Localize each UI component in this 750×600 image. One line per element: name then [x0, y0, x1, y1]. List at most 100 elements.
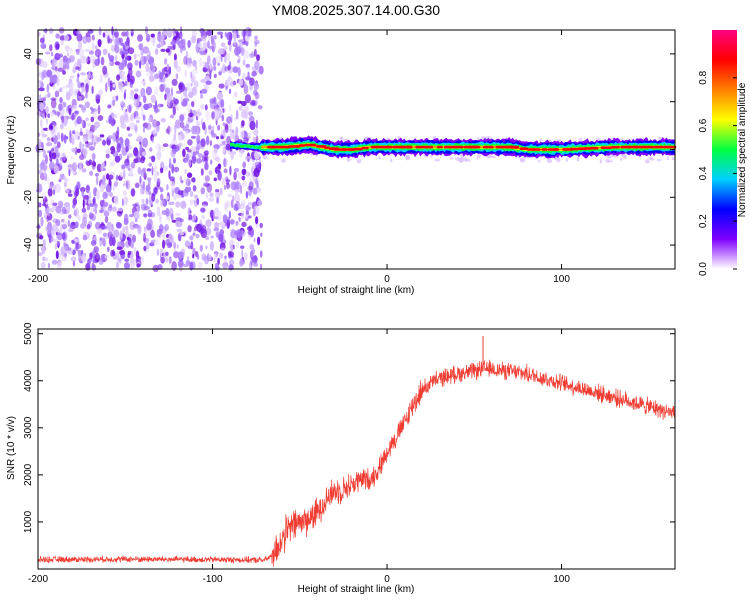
signal-speckle — [449, 157, 454, 160]
noise-blotch — [69, 75, 75, 79]
noise-blotch — [156, 150, 162, 160]
noise-blotch — [240, 100, 247, 107]
noise-blotch — [90, 138, 94, 142]
noise-blotch — [235, 221, 239, 226]
noise-blotch — [100, 163, 104, 173]
noise-blotch — [197, 261, 203, 269]
noise-blotch — [41, 192, 46, 200]
noise-blotch — [204, 162, 209, 171]
noise-blotch — [151, 166, 154, 176]
signal-speckle — [476, 154, 481, 159]
noise-blotch — [104, 254, 109, 259]
noise-blotch — [128, 55, 132, 61]
noise-blotch — [191, 86, 198, 96]
noise-blotch — [118, 62, 125, 71]
noise-blotch — [216, 136, 219, 140]
noise-blotch — [197, 43, 203, 48]
noise-blotch — [184, 82, 191, 89]
noise-blotch — [219, 252, 224, 259]
noise-blotch — [198, 153, 203, 159]
noise-blotch — [140, 87, 146, 98]
noise-blotch — [204, 61, 209, 69]
noise-blotch — [96, 137, 102, 142]
noise-blotch — [237, 59, 241, 64]
signal-speckle — [623, 154, 627, 160]
noise-blotch — [71, 147, 77, 153]
noise-blotch — [36, 152, 41, 157]
noise-blotch — [241, 249, 244, 258]
noise-blotch — [199, 50, 205, 56]
noise-blotch — [93, 246, 99, 254]
noise-blotch — [200, 207, 206, 213]
noise-blotch — [245, 63, 250, 68]
noise-blotch — [158, 224, 164, 232]
noise-blotch — [145, 86, 152, 96]
spectrogram-x-tick-label: -100 — [203, 274, 223, 285]
noise-blotch — [226, 52, 231, 61]
noise-blotch — [38, 87, 45, 92]
noise-blotch — [78, 40, 82, 50]
noise-blotch — [188, 91, 194, 99]
noise-blotch — [117, 258, 121, 262]
noise-blotch — [186, 149, 192, 153]
noise-blotch — [133, 88, 139, 92]
noise-blotch — [156, 206, 161, 217]
noise-blotch — [255, 119, 258, 129]
noise-blotch — [199, 244, 203, 252]
noise-blotch — [94, 48, 102, 58]
snr-x-tick-label: 100 — [553, 574, 570, 585]
noise-blotch — [191, 154, 197, 164]
noise-blotch — [209, 241, 215, 251]
noise-blotch — [115, 113, 118, 119]
noise-blotch — [108, 178, 112, 188]
noise-blotch — [216, 91, 223, 101]
noise-blotch — [189, 210, 192, 214]
noise-blotch — [187, 87, 193, 92]
noise-blotch — [59, 123, 64, 130]
noise-blotch — [134, 182, 140, 189]
signal-speckle — [477, 137, 480, 141]
noise-blotch — [79, 48, 85, 58]
noise-blotch — [78, 253, 82, 263]
noise-blotch — [240, 129, 245, 140]
noise-blotch — [52, 184, 57, 190]
noise-blotch — [188, 158, 192, 168]
noise-blotch — [228, 251, 235, 257]
noise-blotch — [51, 259, 58, 265]
noise-blotch — [110, 227, 114, 233]
noise-blotch — [217, 31, 224, 35]
noise-blotch — [221, 63, 227, 74]
noise-blotch — [225, 143, 231, 151]
noise-blotch — [86, 36, 92, 43]
noise-blotch — [168, 201, 175, 206]
noise-blotch — [85, 91, 88, 99]
noise-blotch — [213, 65, 217, 72]
noise-blotch — [97, 228, 103, 234]
colorbar-tick-label: 0.4 — [698, 166, 709, 180]
noise-blotch — [162, 233, 166, 239]
noise-blotch — [185, 146, 190, 151]
noise-blotch — [220, 34, 223, 39]
noise-blotch — [140, 159, 145, 164]
noise-blotch — [187, 103, 191, 114]
noise-blotch — [54, 243, 57, 250]
noise-blotch — [48, 184, 54, 190]
noise-blotch — [199, 28, 205, 34]
noise-blotch — [249, 120, 256, 131]
noise-blotch — [168, 170, 171, 180]
noise-blotch — [205, 219, 212, 228]
spectrogram-x-axis-label: Height of straight line (km) — [298, 285, 415, 296]
noise-blotch — [39, 37, 45, 44]
noise-blotch — [141, 151, 147, 157]
noise-blotch — [184, 69, 187, 79]
noise-blotch — [257, 236, 261, 246]
noise-blotch — [173, 132, 177, 141]
signal-speckle — [405, 155, 411, 161]
noise-blotch — [89, 203, 94, 207]
noise-blotch — [60, 132, 64, 142]
noise-blotch — [173, 32, 177, 37]
noise-blotch — [74, 190, 78, 199]
noise-blotch — [53, 61, 60, 70]
noise-blotch — [176, 220, 183, 228]
noise-blotch — [223, 185, 226, 190]
